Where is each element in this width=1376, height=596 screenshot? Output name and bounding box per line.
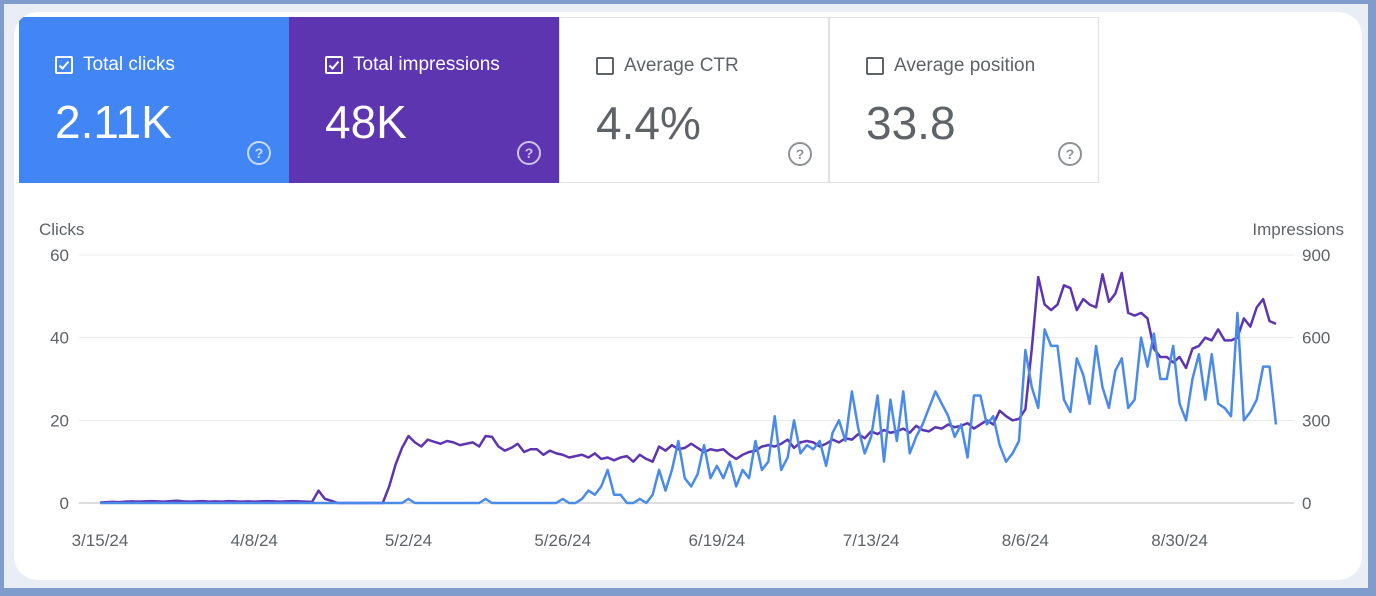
metric-label: Average position <box>866 55 1035 77</box>
metric-value: 33.8 <box>866 97 956 149</box>
x-tick-label: 7/13/24 <box>843 531 900 550</box>
metric-card[interactable]: Average position 33.8? <box>829 17 1099 183</box>
metric-value: 2.11K <box>55 96 172 148</box>
help-icon[interactable]: ? <box>1058 142 1082 166</box>
metric-value: 4.4% <box>596 97 701 149</box>
y-tick-label: 20 <box>50 411 69 430</box>
series-line <box>100 311 1278 505</box>
checkbox[interactable] <box>55 56 73 74</box>
frame: Total clicks 2.11K? Total impressions 48K? A… <box>4 4 1368 588</box>
y-tick-label: 0 <box>60 494 69 513</box>
metric-name: Total clicks <box>83 54 175 75</box>
y2-tick-label: 300 <box>1302 411 1330 430</box>
check <box>58 60 70 70</box>
x-tick-label: 4/8/24 <box>231 531 278 550</box>
checkbox[interactable] <box>325 56 343 74</box>
metric-name: Average position <box>894 55 1036 76</box>
metric-name: Average CTR <box>624 55 739 76</box>
x-tick-label: 3/15/24 <box>72 531 129 550</box>
metric-card[interactable]: Average CTR 4.4%? <box>559 17 829 183</box>
x-tick-label: 6/19/24 <box>689 531 746 550</box>
series-line <box>99 271 1277 505</box>
help-icon[interactable]: ? <box>517 141 541 165</box>
metric-name: Total impressions <box>353 54 500 75</box>
y2-tick-label: 0 <box>1302 494 1311 513</box>
y-tick-label: 60 <box>50 246 69 265</box>
metric-label: Total impressions <box>325 54 500 76</box>
x-tick-label: 8/6/24 <box>1002 531 1049 550</box>
y2-tick-label: 600 <box>1302 329 1330 348</box>
y-tick-label: 40 <box>50 329 69 348</box>
metric-value: 48K <box>325 96 407 148</box>
y2-axis-title: Impressions <box>1252 220 1344 239</box>
metric-card[interactable]: Total impressions 48K? <box>289 17 559 183</box>
y2-tick-label: 900 <box>1302 246 1330 265</box>
checkbox[interactable] <box>866 57 884 75</box>
y-axis-title: Clicks <box>39 220 84 239</box>
report-panel: Total clicks 2.11K? Total impressions 48K? A… <box>14 12 1362 580</box>
chart: Clicks Impressions020406003006009003/15/2… <box>39 220 1344 550</box>
x-tick-label: 5/26/24 <box>534 531 591 550</box>
checkbox[interactable] <box>596 57 614 75</box>
x-tick-label: 5/2/24 <box>385 531 432 550</box>
help-icon[interactable]: ? <box>247 141 271 165</box>
metric-label: Total clicks <box>55 54 175 76</box>
metric-label: Average CTR <box>596 55 739 77</box>
help-icon[interactable]: ? <box>788 142 812 166</box>
x-tick-label: 8/30/24 <box>1151 531 1208 550</box>
metric-card[interactable]: Total clicks 2.11K? <box>19 17 289 183</box>
check <box>328 60 340 70</box>
